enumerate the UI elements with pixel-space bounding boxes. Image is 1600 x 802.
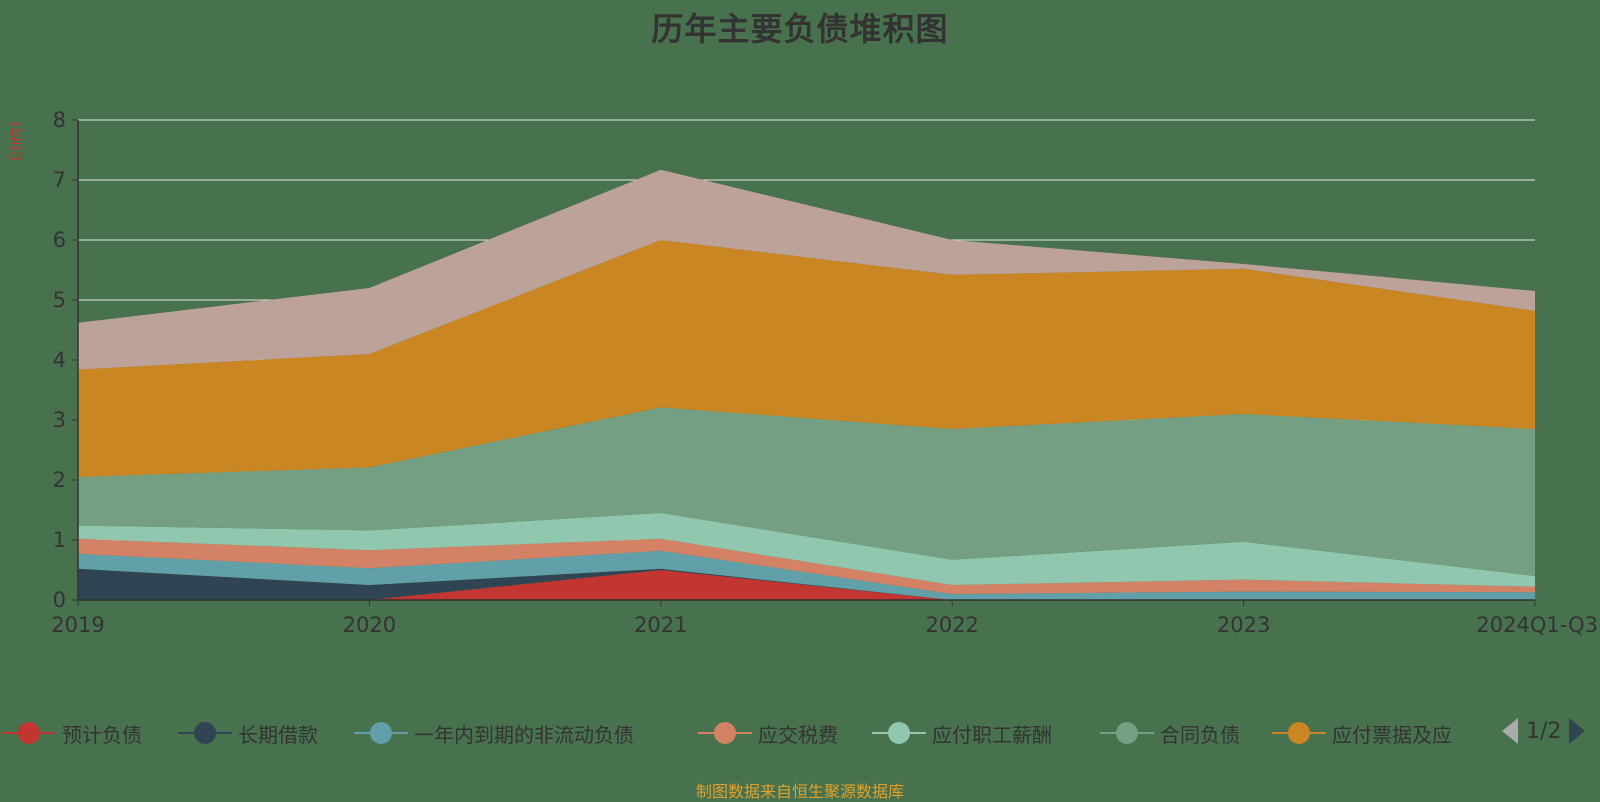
- legend-item-5[interactable]: 合同负债: [1098, 718, 1240, 748]
- x-tick-label-1: 2020: [343, 613, 396, 637]
- y-tick-label-6: 6: [53, 228, 66, 252]
- legend-item-0[interactable]: 预计负债: [0, 718, 142, 748]
- stacked-area-chart: 0 1 2 3 4 5 6 7 8 2019 2020 2021 2022 2023 2024Q1-Q3: [51, 108, 1598, 637]
- y-tick-label-0: 0: [53, 588, 66, 612]
- legend-marker-icon: [872, 722, 926, 744]
- y-tick-labels: 0 1 2 3 4 5 6 7 8: [53, 108, 78, 612]
- y-axis-unit: (亿元): [7, 122, 23, 161]
- legend-item-4[interactable]: 应付职工薪酬: [870, 718, 1052, 748]
- area-series-5: [78, 407, 1535, 576]
- legend-label: 一年内到期的非流动负债: [414, 722, 634, 747]
- legend-label: 合同负债: [1160, 722, 1240, 747]
- area-series-4: [78, 513, 1535, 587]
- y-tick-label-5: 5: [53, 288, 66, 312]
- area-series-2: [78, 550, 1535, 600]
- legend-marker-icon: [698, 722, 752, 744]
- y-tick-label-7: 7: [53, 168, 66, 192]
- y-tick-label-4: 4: [53, 348, 66, 372]
- x-tick-label-3: 2022: [925, 613, 978, 637]
- x-tick-label-5: 2024Q1-Q3: [1476, 613, 1598, 637]
- legend-marker-icon: [1100, 722, 1154, 744]
- y-tick-label-3: 3: [53, 408, 66, 432]
- area-series-6: [78, 240, 1535, 477]
- legend-marker-icon: [2, 722, 56, 744]
- series-areas: [78, 169, 1535, 600]
- legend-item-1[interactable]: 长期借款: [176, 718, 318, 748]
- legend-label: 应交税费: [758, 722, 838, 747]
- legend: 预计负债 长期借款 一年内到期的非流动负债 应交税费 应付职工薪酬 合同负债 应付票据及应: [0, 718, 1600, 748]
- legend-label: 应付票据及应: [1332, 722, 1452, 747]
- y-tick-label-2: 2: [53, 468, 66, 492]
- area-series-3: [78, 538, 1535, 594]
- legend-label: 应付职工薪酬: [932, 722, 1052, 747]
- legend-marker-icon: [178, 722, 232, 744]
- legend-label: 长期借款: [238, 722, 318, 747]
- x-tick-label-2: 2021: [634, 613, 687, 637]
- legend-label: 预计负债: [62, 722, 142, 747]
- legend-next-icon[interactable]: [1567, 716, 1587, 746]
- x-tick-label-0: 2019: [51, 613, 104, 637]
- y-tick-label-1: 1: [53, 528, 66, 552]
- area-series-7: [78, 169, 1535, 370]
- legend-prev-icon[interactable]: [1500, 716, 1520, 746]
- legend-item-6[interactable]: 应付票据及应: [1270, 718, 1452, 748]
- area-series-1: [78, 568, 1535, 600]
- legend-item-2[interactable]: 一年内到期的非流动负债: [352, 718, 634, 748]
- legend-pager: 1/2: [1500, 716, 1587, 746]
- data-source-footer: 制图数据来自恒生聚源数据库: [695, 782, 904, 801]
- x-tick-label-4: 2023: [1217, 613, 1270, 637]
- legend-marker-icon: [1272, 722, 1326, 744]
- x-tick-labels: 2019 2020 2021 2022 2023 2024Q1-Q3: [51, 600, 1598, 637]
- y-tick-label-8: 8: [53, 108, 66, 132]
- legend-page-indicator: 1/2: [1526, 718, 1562, 744]
- chart-title: 历年主要负债堆积图: [651, 10, 949, 48]
- legend-marker-icon: [354, 722, 408, 744]
- legend-item-3[interactable]: 应交税费: [696, 718, 838, 748]
